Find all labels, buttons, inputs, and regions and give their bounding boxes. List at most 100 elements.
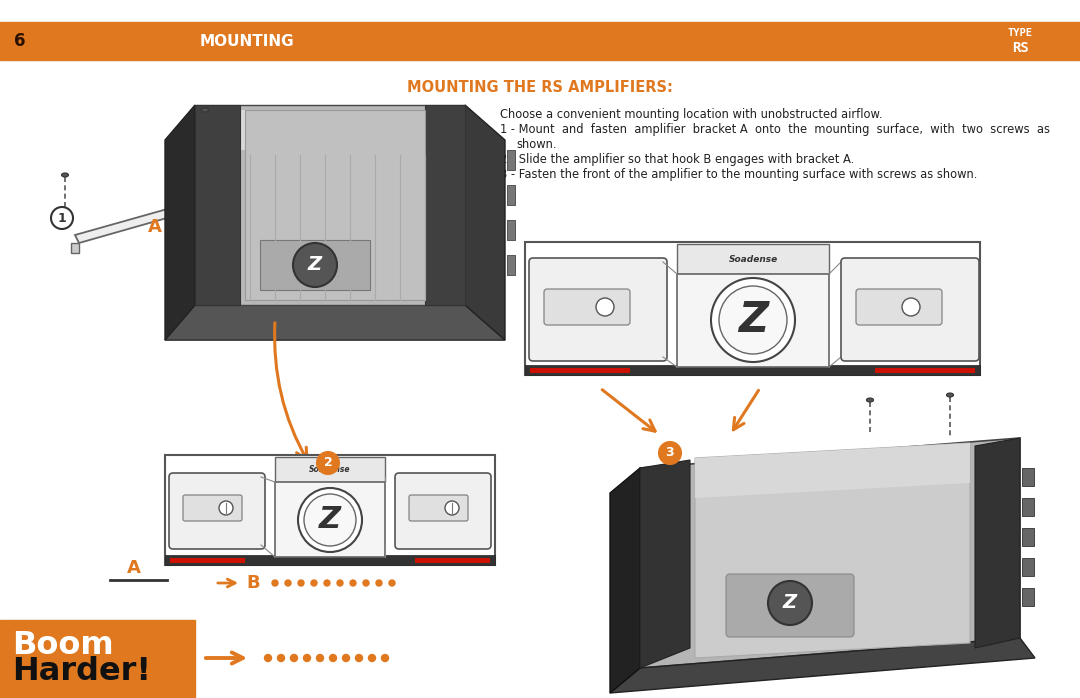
Text: 2 - Slide the amplifier so that hook B engages with bracket A.: 2 - Slide the amplifier so that hook B e… — [500, 153, 854, 166]
Text: 1: 1 — [57, 211, 66, 225]
Text: 1 - Mount  and  fasten  amplifier  bracket A  onto  the  mounting  surface,  wit: 1 - Mount and fasten amplifier bracket A… — [500, 123, 1050, 136]
Bar — [0, 620, 195, 698]
Circle shape — [278, 655, 284, 662]
Ellipse shape — [866, 398, 874, 402]
Circle shape — [329, 655, 337, 662]
Bar — [275, 457, 384, 482]
Text: Soadense: Soadense — [728, 255, 778, 264]
Text: MOUNTING THE RS AMPLIFIERS:: MOUNTING THE RS AMPLIFIERS: — [407, 80, 673, 94]
FancyBboxPatch shape — [544, 289, 630, 325]
FancyBboxPatch shape — [409, 495, 468, 521]
Polygon shape — [165, 305, 505, 340]
Circle shape — [363, 580, 369, 586]
Bar — [530, 368, 630, 373]
Circle shape — [337, 580, 343, 586]
Circle shape — [768, 581, 812, 625]
Bar — [525, 242, 980, 375]
Bar — [165, 455, 495, 565]
Circle shape — [265, 655, 271, 662]
Circle shape — [291, 655, 297, 662]
Polygon shape — [640, 460, 690, 668]
Bar — [275, 482, 384, 557]
Text: A: A — [127, 559, 140, 577]
Text: B: B — [246, 574, 260, 592]
Bar — [260, 240, 370, 290]
Polygon shape — [465, 105, 505, 340]
Bar — [507, 185, 515, 205]
Text: MOUNTING: MOUNTING — [200, 34, 295, 48]
Bar — [200, 110, 460, 150]
Bar — [415, 558, 490, 563]
Circle shape — [381, 655, 389, 662]
Circle shape — [318, 452, 339, 474]
FancyBboxPatch shape — [529, 258, 667, 361]
Circle shape — [719, 286, 787, 354]
Circle shape — [342, 655, 350, 662]
FancyBboxPatch shape — [168, 473, 265, 549]
Polygon shape — [696, 443, 970, 658]
Polygon shape — [610, 468, 640, 693]
Text: Z: Z — [319, 505, 341, 535]
Bar — [1022, 468, 1034, 486]
Bar — [1022, 498, 1034, 516]
Text: 3: 3 — [665, 447, 674, 459]
Bar — [0, 22, 1080, 60]
Circle shape — [285, 580, 291, 586]
Circle shape — [355, 655, 363, 662]
Polygon shape — [71, 243, 79, 253]
Text: Harder!: Harder! — [12, 657, 151, 688]
Bar — [507, 150, 515, 170]
Circle shape — [272, 580, 278, 586]
Circle shape — [51, 207, 73, 229]
FancyBboxPatch shape — [183, 495, 242, 521]
Bar — [525, 365, 980, 375]
Polygon shape — [975, 438, 1020, 648]
Circle shape — [311, 580, 318, 586]
Ellipse shape — [62, 173, 68, 177]
Bar — [165, 555, 495, 565]
Ellipse shape — [946, 393, 954, 397]
FancyBboxPatch shape — [856, 289, 942, 325]
Text: 3 - Fasten the front of the amplifier to the mounting surface with screws as sho: 3 - Fasten the front of the amplifier to… — [500, 168, 977, 181]
Circle shape — [902, 298, 920, 316]
Bar — [1022, 588, 1034, 606]
Polygon shape — [640, 438, 1020, 668]
Bar — [1022, 528, 1034, 546]
Bar — [677, 244, 829, 274]
Circle shape — [298, 580, 303, 586]
Text: 2: 2 — [324, 456, 333, 470]
Bar — [245, 110, 426, 300]
Text: shown.: shown. — [516, 138, 556, 151]
Bar — [875, 368, 975, 373]
Text: 6: 6 — [14, 32, 26, 50]
Text: Choose a convenient mounting location with unobstructed airflow.: Choose a convenient mounting location wi… — [500, 108, 882, 121]
Bar — [170, 558, 245, 563]
FancyBboxPatch shape — [395, 473, 491, 549]
FancyBboxPatch shape — [726, 574, 854, 637]
Bar — [507, 255, 515, 275]
Text: Soadense: Soadense — [309, 464, 351, 473]
Text: RS: RS — [1012, 41, 1029, 55]
Polygon shape — [165, 105, 195, 340]
Bar — [507, 220, 515, 240]
Polygon shape — [195, 105, 465, 305]
Circle shape — [350, 580, 356, 586]
Polygon shape — [165, 305, 505, 340]
Circle shape — [445, 501, 459, 515]
Circle shape — [389, 580, 395, 586]
Circle shape — [303, 494, 356, 546]
Bar — [1022, 558, 1034, 576]
Circle shape — [324, 580, 330, 586]
Polygon shape — [610, 638, 1035, 693]
Circle shape — [659, 442, 681, 464]
Circle shape — [711, 278, 795, 362]
Text: Z: Z — [308, 255, 322, 274]
Circle shape — [316, 655, 324, 662]
Circle shape — [368, 655, 376, 662]
Text: Boom: Boom — [12, 630, 113, 660]
Text: TYPE: TYPE — [1008, 28, 1032, 38]
Circle shape — [219, 501, 233, 515]
Polygon shape — [426, 105, 465, 305]
Ellipse shape — [202, 108, 208, 112]
Text: A: A — [148, 218, 162, 236]
